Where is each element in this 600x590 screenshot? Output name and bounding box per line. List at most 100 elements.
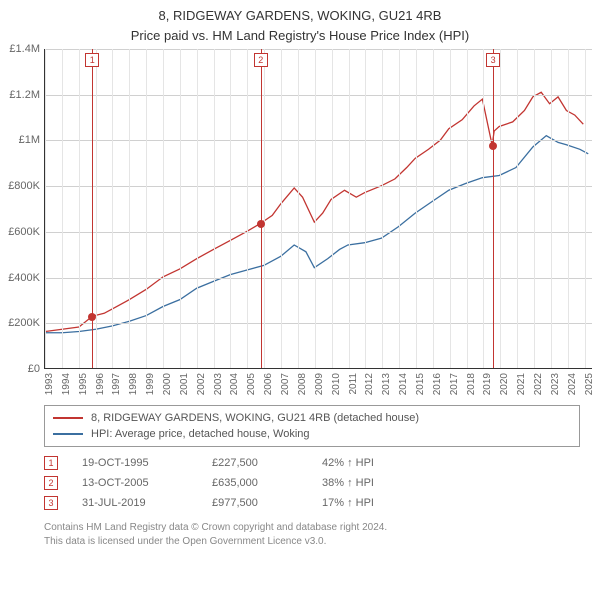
x-gridline	[45, 49, 46, 368]
x-tick-label: 1999	[145, 373, 156, 395]
marker-vline	[261, 49, 262, 368]
sales-row: 3 31-JUL-2019£977,50017% ↑ HPI	[44, 493, 580, 513]
x-tick-label: 1998	[128, 373, 139, 395]
series-hpi	[45, 136, 588, 333]
sales-marker-box: 3	[44, 496, 58, 510]
legend-row: HPI: Average price, detached house, Woki…	[53, 426, 571, 442]
sales-price: £977,500	[212, 497, 322, 509]
x-gridline	[450, 49, 451, 368]
x-gridline	[433, 49, 434, 368]
marker-box: 2	[254, 53, 268, 67]
x-gridline	[551, 49, 552, 368]
marker-dot	[489, 142, 497, 150]
x-tick-label: 1993	[44, 373, 55, 395]
legend-swatch	[53, 417, 83, 419]
x-tick-label: 2020	[499, 373, 510, 395]
gridline	[45, 49, 592, 50]
x-tick-label: 1995	[78, 373, 89, 395]
y-tick-label: £0	[28, 363, 40, 375]
marker-box: 1	[85, 53, 99, 67]
x-tick-label: 2015	[415, 373, 426, 395]
chart-svg	[45, 49, 592, 368]
sales-date: 31-JUL-2019	[82, 497, 212, 509]
chart-container: 8, RIDGEWAY GARDENS, WOKING, GU21 4RB Pr…	[0, 0, 600, 549]
x-tick-label: 2008	[297, 373, 308, 395]
x-gridline	[163, 49, 164, 368]
x-tick-label: 2000	[162, 373, 173, 395]
marker-dot	[88, 313, 96, 321]
x-gridline	[568, 49, 569, 368]
x-gridline	[416, 49, 417, 368]
y-axis: £0£200K£400K£600K£800K£1M£1.2M£1.4M	[0, 49, 44, 369]
sales-pct: 38% ↑ HPI	[322, 477, 432, 489]
x-gridline	[230, 49, 231, 368]
x-tick-label: 2018	[466, 373, 477, 395]
x-tick-label: 2001	[179, 373, 190, 395]
x-gridline	[281, 49, 282, 368]
gridline	[45, 323, 592, 324]
sales-marker-box: 1	[44, 456, 58, 470]
legend-row: 8, RIDGEWAY GARDENS, WOKING, GU21 4RB (d…	[53, 410, 571, 426]
x-gridline	[180, 49, 181, 368]
gridline	[45, 186, 592, 187]
marker-box: 3	[486, 53, 500, 67]
x-gridline	[264, 49, 265, 368]
y-tick-label: £1.2M	[9, 89, 40, 101]
x-gridline	[315, 49, 316, 368]
sales-price: £227,500	[212, 457, 322, 469]
sales-pct: 42% ↑ HPI	[322, 457, 432, 469]
x-gridline	[197, 49, 198, 368]
x-gridline	[483, 49, 484, 368]
x-tick-label: 2017	[449, 373, 460, 395]
y-tick-label: £1M	[19, 134, 40, 146]
x-tick-label: 1997	[111, 373, 122, 395]
footer-line-1: Contains HM Land Registry data © Crown c…	[44, 521, 580, 535]
x-gridline	[585, 49, 586, 368]
legend-label: HPI: Average price, detached house, Woki…	[91, 428, 310, 440]
x-tick-label: 2013	[381, 373, 392, 395]
footer: Contains HM Land Registry data © Crown c…	[44, 521, 580, 549]
x-gridline	[247, 49, 248, 368]
legend-swatch	[53, 433, 83, 435]
y-tick-label: £1.4M	[9, 43, 40, 55]
x-tick-label: 1994	[61, 373, 72, 395]
marker-dot	[257, 220, 265, 228]
chart-area: £0£200K£400K£600K£800K£1M£1.2M£1.4M 123 …	[0, 49, 600, 399]
x-tick-label: 2006	[263, 373, 274, 395]
x-tick-label: 2012	[364, 373, 375, 395]
gridline	[45, 95, 592, 96]
x-gridline	[79, 49, 80, 368]
x-gridline	[382, 49, 383, 368]
plot-area: 1 2 3	[44, 49, 592, 369]
y-tick-label: £400K	[8, 272, 40, 284]
x-tick-label: 2014	[398, 373, 409, 395]
x-gridline	[500, 49, 501, 368]
marker-vline	[493, 49, 494, 368]
x-tick-label: 2022	[533, 373, 544, 395]
sales-date: 19-OCT-1995	[82, 457, 212, 469]
x-tick-label: 2016	[432, 373, 443, 395]
title-address: 8, RIDGEWAY GARDENS, WOKING, GU21 4RB	[0, 6, 600, 26]
x-gridline	[62, 49, 63, 368]
gridline	[45, 140, 592, 141]
x-gridline	[399, 49, 400, 368]
y-tick-label: £600K	[8, 226, 40, 238]
x-gridline	[517, 49, 518, 368]
x-tick-label: 2003	[213, 373, 224, 395]
x-tick-label: 2010	[331, 373, 342, 395]
sales-pct: 17% ↑ HPI	[322, 497, 432, 509]
x-tick-label: 2007	[280, 373, 291, 395]
x-gridline	[146, 49, 147, 368]
legend-label: 8, RIDGEWAY GARDENS, WOKING, GU21 4RB (d…	[91, 412, 419, 424]
x-tick-label: 2005	[246, 373, 257, 395]
sales-table: 119-OCT-1995£227,50042% ↑ HPI213-OCT-200…	[44, 453, 580, 513]
sales-row: 1 19-OCT-1995£227,50042% ↑ HPI	[44, 453, 580, 473]
x-gridline	[96, 49, 97, 368]
gridline	[45, 232, 592, 233]
x-tick-label: 2011	[348, 373, 359, 395]
x-gridline	[112, 49, 113, 368]
x-tick-label: 2023	[550, 373, 561, 395]
x-tick-label: 2021	[516, 373, 527, 395]
sales-price: £635,000	[212, 477, 322, 489]
x-tick-label: 2009	[314, 373, 325, 395]
